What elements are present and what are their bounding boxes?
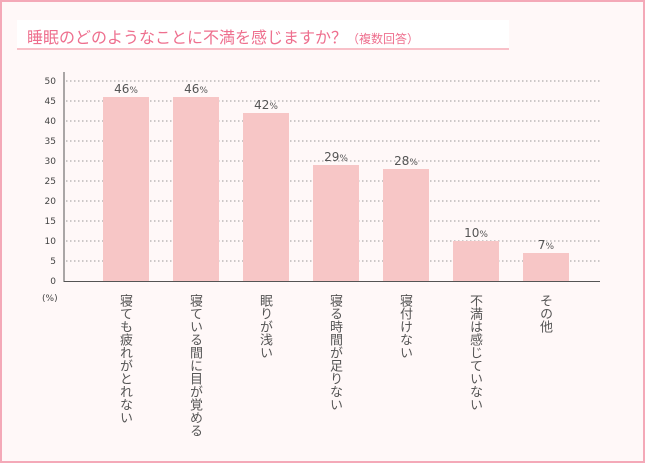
data-label: 29% — [324, 150, 348, 164]
y-tick-label: 25 — [45, 177, 56, 187]
x-category-label: 寝付けない — [397, 294, 412, 359]
bar — [103, 97, 149, 281]
data-label: 42% — [254, 98, 278, 112]
bar — [313, 165, 359, 281]
y-tick-label: 45 — [45, 97, 56, 107]
bar — [243, 113, 289, 281]
chart-title: 睡眠のどのようなことに不満を感じますか？（複数回答） — [27, 24, 419, 48]
data-label: 10% — [464, 226, 488, 240]
y-tick-label: 15 — [45, 217, 56, 227]
bar — [173, 97, 219, 281]
x-category-label: 寝ても疲れがとれない — [117, 294, 132, 424]
y-tick-label: 50 — [45, 77, 57, 87]
x-category-label: 不満は感じていない — [467, 294, 482, 411]
y-tick-label: 20 — [45, 197, 57, 207]
data-label: 28% — [394, 154, 418, 168]
x-category-label: 眠りが浅い — [257, 294, 272, 359]
x-category-label: その他 — [537, 294, 552, 333]
subtitle-text: （複数回答） — [347, 32, 420, 46]
title-box: 睡眠のどのようなことに不満を感じますか？（複数回答） — [17, 20, 509, 50]
x-category-label: 寝る時間が足りない — [327, 294, 342, 411]
data-label: 46% — [114, 82, 138, 96]
bar — [383, 169, 429, 281]
data-label: 46% — [184, 82, 208, 96]
y-tick-label: 0 — [50, 277, 56, 287]
bar — [453, 241, 499, 281]
y-tick-label: 5 — [50, 257, 56, 267]
data-label: 7% — [538, 238, 555, 252]
y-tick-label: 10 — [45, 237, 57, 247]
title-text: 睡眠のどのようなことに不満を感じますか？ — [27, 28, 348, 47]
y-axis-unit: (%) — [42, 294, 58, 304]
y-tick-label: 40 — [45, 117, 57, 127]
y-tick-label: 35 — [45, 137, 56, 147]
x-category-label: 寝ている間に目が覚める — [187, 294, 202, 437]
y-tick-label: 30 — [45, 157, 57, 167]
bar — [523, 253, 569, 281]
